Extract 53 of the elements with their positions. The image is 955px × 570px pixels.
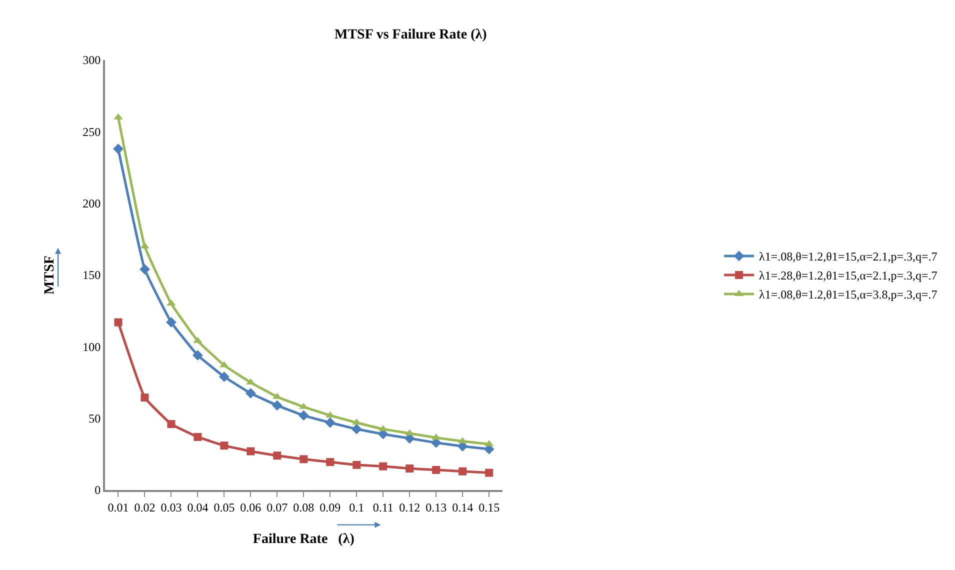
x-tick-label: 0.03 xyxy=(160,500,182,514)
x-tick-label: 0.15 xyxy=(478,500,500,514)
x-tick-label: 0.05 xyxy=(214,500,235,514)
x-tick-label: 0.02 xyxy=(134,500,156,514)
x-tick-label: 0.14 xyxy=(452,500,474,514)
legend-label: λ1=.08,θ=1.2,θ1=15,α=2.1,p=.3,q=.7 xyxy=(759,250,938,264)
point xyxy=(351,424,362,434)
y-axis-title: MTSF xyxy=(42,256,58,294)
point xyxy=(220,442,228,450)
point xyxy=(140,264,150,274)
point xyxy=(485,468,494,477)
point xyxy=(113,144,124,154)
y-tick-label: 0 xyxy=(94,483,101,498)
y-tick-label: 300 xyxy=(82,53,101,68)
x-tick-label: 0.07 xyxy=(266,500,288,514)
point xyxy=(166,317,176,328)
x-tick-label: 0.12 xyxy=(399,500,420,514)
legend-label: λ1=.28,θ=1.2,θ1=15,α=2.1,p=.3,q=.7 xyxy=(759,268,938,283)
point xyxy=(246,447,255,456)
x-tick-label: 0.13 xyxy=(426,500,447,514)
y-tick-label: 200 xyxy=(82,196,101,211)
point xyxy=(326,458,334,466)
point xyxy=(273,452,282,460)
x-tick-label: 0.08 xyxy=(293,500,314,514)
point xyxy=(352,460,361,469)
x-tick-label: 0.04 xyxy=(187,500,208,514)
point xyxy=(432,466,440,474)
y-tick-label: 100 xyxy=(82,340,101,354)
point xyxy=(167,420,176,428)
point xyxy=(300,455,308,464)
point xyxy=(194,432,202,441)
x-tick-label: 0.1 xyxy=(349,500,364,514)
point xyxy=(192,350,203,360)
point xyxy=(219,372,230,382)
point xyxy=(324,417,336,428)
point xyxy=(379,462,388,470)
y-tick-label: 250 xyxy=(82,124,101,139)
x-axis-title: Failure Rate (λ) xyxy=(252,532,355,548)
y-tick-label: 150 xyxy=(82,268,101,282)
legend-label: λ1=.08,θ=1.2,θ1=15,α=3.8,p=.3,q=.7 xyxy=(759,288,938,302)
x-tick-label: 0.09 xyxy=(320,500,341,514)
point xyxy=(406,464,414,472)
chart-title: MTSF vs Failure Rate (λ) xyxy=(334,27,488,42)
point xyxy=(458,467,467,476)
x-tick-label: 0.11 xyxy=(372,500,394,514)
y-tick-label: 50 xyxy=(88,412,101,426)
point xyxy=(272,400,282,411)
point xyxy=(114,318,122,326)
point xyxy=(245,388,256,398)
point xyxy=(298,410,309,421)
x-tick-label: 0.06 xyxy=(240,500,262,514)
x-tick-label: 0.01 xyxy=(108,500,129,514)
point xyxy=(140,394,149,402)
